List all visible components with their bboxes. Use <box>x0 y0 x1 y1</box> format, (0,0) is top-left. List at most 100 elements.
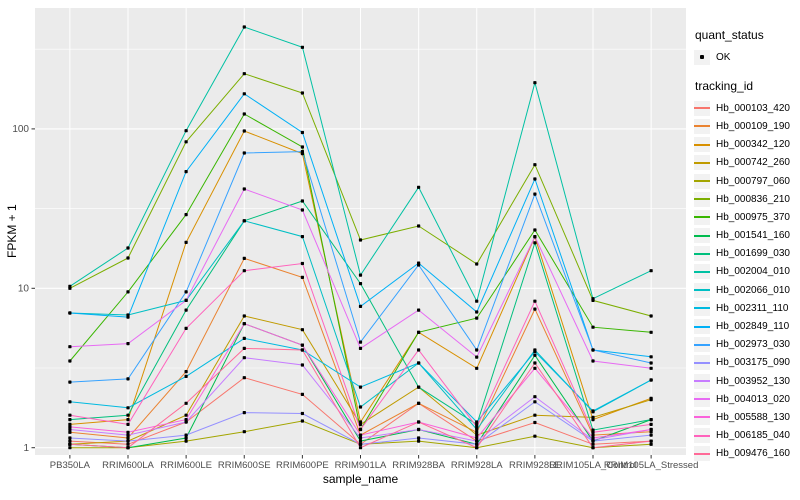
x-tick-label: RRIM600LE <box>160 460 212 471</box>
line-swatch-color <box>694 361 710 364</box>
line-swatch-color <box>694 252 710 255</box>
data-point <box>300 275 304 279</box>
data-point <box>475 425 479 429</box>
line-swatch <box>694 446 710 462</box>
legend-item-Hb_000836_210: Hb_000836_210 <box>694 190 800 208</box>
data-point <box>417 420 421 424</box>
legend-item-Hb_004013_020: Hb_004013_020 <box>694 390 800 408</box>
line-swatch-color <box>694 180 710 183</box>
legend-item-Hb_002311_110: Hb_002311_110 <box>694 299 800 317</box>
data-point <box>358 273 363 277</box>
line-swatch-color <box>694 107 710 110</box>
data-point <box>68 430 72 434</box>
data-point <box>184 418 188 422</box>
line-swatch <box>694 228 710 244</box>
tracking-id-label: Hb_000342_120 <box>716 139 790 151</box>
legend-item-Hb_002004_010: Hb_002004_010 <box>694 263 800 281</box>
data-point <box>649 422 653 426</box>
data-point <box>126 246 130 250</box>
legend-item-Hb_003952_130: Hb_003952_130 <box>694 372 800 390</box>
data-point <box>591 409 595 413</box>
data-point <box>533 192 537 196</box>
line-swatch-color <box>694 416 710 419</box>
data-point <box>242 346 246 350</box>
data-point <box>533 366 537 370</box>
data-point <box>68 422 72 426</box>
data-point <box>475 316 479 320</box>
data-point <box>300 199 304 203</box>
tracking-id-label: Hb_002973_030 <box>716 339 790 351</box>
data-point <box>417 427 421 432</box>
data-point <box>68 436 72 440</box>
data-point <box>649 330 653 334</box>
data-point <box>300 130 304 135</box>
data-point <box>184 140 188 144</box>
data-point <box>358 439 363 443</box>
data-point <box>68 413 72 417</box>
tracking-id-label: Hb_004013_020 <box>716 393 790 405</box>
line-swatch <box>694 246 710 262</box>
line-swatch <box>694 137 710 153</box>
line-swatch-color <box>694 125 710 128</box>
data-point <box>533 228 537 232</box>
legend-item-Hb_002973_030: Hb_002973_030 <box>694 336 800 354</box>
legend-item-Hb_002849_110: Hb_002849_110 <box>694 317 800 335</box>
data-point <box>358 282 363 286</box>
data-point <box>417 436 421 440</box>
x-tick-label: RRIM928BA <box>392 460 445 471</box>
data-point <box>591 442 595 446</box>
x-tick-label: RRIM901LA <box>335 460 387 471</box>
data-point <box>533 350 537 354</box>
line-swatch <box>694 118 710 134</box>
legend-item-Hb_005588_130: Hb_005588_130 <box>694 408 800 426</box>
data-point <box>358 436 363 440</box>
data-point <box>358 346 363 350</box>
data-point <box>533 307 537 311</box>
data-point <box>126 290 130 294</box>
data-point <box>475 310 479 314</box>
data-point <box>533 400 537 404</box>
data-point <box>300 150 304 154</box>
data-point <box>417 348 421 352</box>
legend-item-Hb_003175_090: Hb_003175_090 <box>694 354 800 372</box>
data-point <box>300 235 304 239</box>
data-point <box>184 213 188 217</box>
data-point <box>126 413 130 417</box>
data-point <box>68 442 72 446</box>
line-swatch-color <box>694 270 710 273</box>
data-point <box>68 400 72 404</box>
data-point <box>184 370 188 374</box>
data-point <box>184 240 188 244</box>
data-point <box>533 420 537 425</box>
data-point <box>184 433 188 437</box>
legend-item-ok: OK <box>694 48 800 66</box>
data-point <box>126 446 130 450</box>
tracking-id-label: Hb_006185_040 <box>716 430 790 442</box>
line-swatch <box>694 319 710 335</box>
line-swatch <box>694 337 710 353</box>
data-point <box>475 366 479 370</box>
data-point <box>242 314 246 318</box>
quant-status-label: OK <box>716 51 731 63</box>
data-point <box>475 430 479 434</box>
data-point <box>242 269 246 273</box>
data-point <box>417 330 421 334</box>
data-point <box>68 425 72 429</box>
line-swatch-color <box>694 307 710 310</box>
data-point <box>184 170 188 174</box>
data-point <box>475 427 479 432</box>
tracking-id-label: Hb_000103_420 <box>716 102 790 114</box>
line-swatch <box>694 209 710 225</box>
legend-item-Hb_000342_120: Hb_000342_120 <box>694 136 800 154</box>
data-point <box>300 343 304 347</box>
data-point <box>300 348 304 352</box>
line-swatch-color <box>694 434 710 437</box>
data-point <box>591 348 595 352</box>
x-tick-label: RRIM928LE <box>509 460 561 471</box>
legend-item-Hb_001699_030: Hb_001699_030 <box>694 245 800 263</box>
data-point <box>242 151 246 155</box>
data-point <box>184 298 188 302</box>
line-swatch <box>694 373 710 389</box>
legend-tracking-id-title: tracking_id <box>695 79 754 94</box>
